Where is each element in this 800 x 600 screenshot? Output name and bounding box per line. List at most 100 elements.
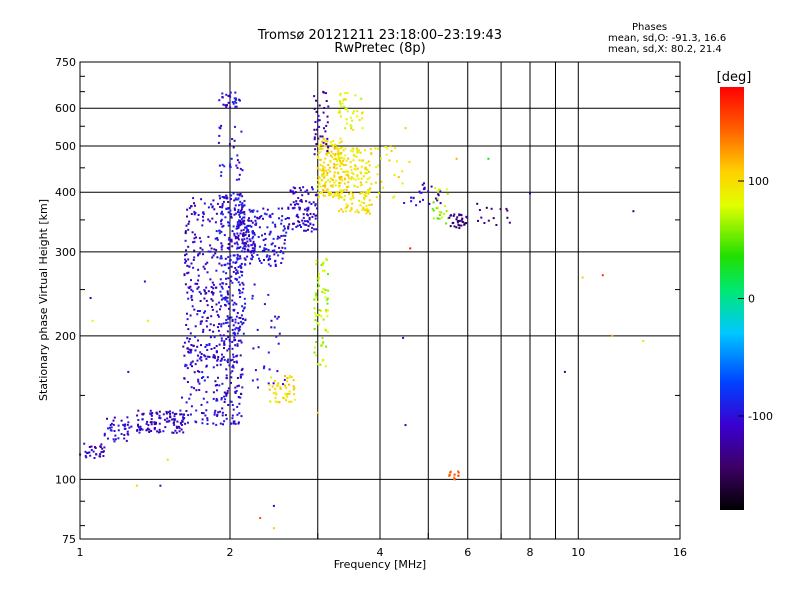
data-point [251,230,254,233]
data-point [231,245,234,248]
data-point [328,194,331,197]
data-point [295,202,298,205]
data-point [329,154,332,157]
data-point [231,414,234,417]
data-point [227,336,230,339]
data-point [189,285,192,288]
data-point [350,127,352,130]
data-point [341,146,344,149]
data-point [196,359,199,362]
data-point [333,174,336,177]
data-point [316,167,319,169]
data-point [220,264,223,267]
data-point [264,248,267,251]
data-point [333,194,336,197]
data-point [190,213,193,215]
data-point [318,309,321,311]
data-point [343,198,346,201]
data-point [315,99,317,102]
data-point [238,257,241,260]
data-point [202,265,205,268]
data-point [329,159,332,162]
data-point [365,168,368,171]
data-point [231,320,234,323]
data-point [100,443,103,446]
data-point [197,378,200,381]
data-point [256,378,259,381]
data-point [190,296,193,299]
data-point [227,277,230,280]
data-point [208,329,211,332]
data-point [219,422,222,425]
data-point [446,192,449,195]
data-point [88,451,91,454]
data-point [278,401,281,404]
data-point [241,238,244,241]
data-point [225,283,228,286]
data-point [138,426,141,429]
data-point [364,209,367,212]
data-point [238,98,241,101]
data-point [313,228,316,231]
data-point [302,186,305,189]
data-point [253,233,256,236]
data-point [237,197,240,200]
data-point [225,197,228,200]
data-point [191,365,193,368]
data-point [237,236,239,239]
data-point [272,237,275,240]
data-point [265,213,268,216]
y-axis-label: Stationary phase Virtual Height [km] [37,199,50,401]
data-point [145,422,148,425]
data-point [194,335,197,338]
data-point [221,382,224,385]
data-point [187,340,190,343]
data-point [94,447,97,449]
data-point [208,220,211,223]
data-point [321,147,324,150]
data-point [102,455,105,457]
data-point [194,233,196,236]
data-point [197,268,200,271]
data-point [330,143,333,146]
data-point [206,376,209,379]
data-point [205,320,208,322]
data-point [314,148,317,151]
data-point [265,248,268,251]
data-point [244,226,247,229]
data-point [313,136,316,139]
data-point [213,248,216,251]
data-point [153,427,156,429]
data-point [209,278,212,281]
data-point [256,216,259,219]
data-point [267,382,270,385]
data-point [419,200,421,203]
data-point [215,398,218,400]
data-point [244,302,247,305]
data-point [375,166,378,169]
data-point [165,410,168,413]
data-point [356,149,359,152]
data-point [229,198,232,201]
data-point [219,278,222,281]
data-point [91,319,94,322]
data-point [230,240,233,243]
data-point [217,376,219,379]
data-point [200,292,202,295]
data-point [280,219,283,222]
data-point [365,195,368,198]
data-point [452,214,455,217]
data-point [215,310,218,313]
data-point [212,283,215,286]
data-point [277,235,280,238]
data-point [282,229,285,232]
data-point [340,162,343,164]
data-point [202,213,205,216]
data-point [190,205,192,208]
data-point [206,349,209,351]
data-point [311,186,313,189]
data-point [234,100,236,103]
data-point [83,442,86,445]
data-point [319,135,322,138]
data-point [240,250,243,253]
